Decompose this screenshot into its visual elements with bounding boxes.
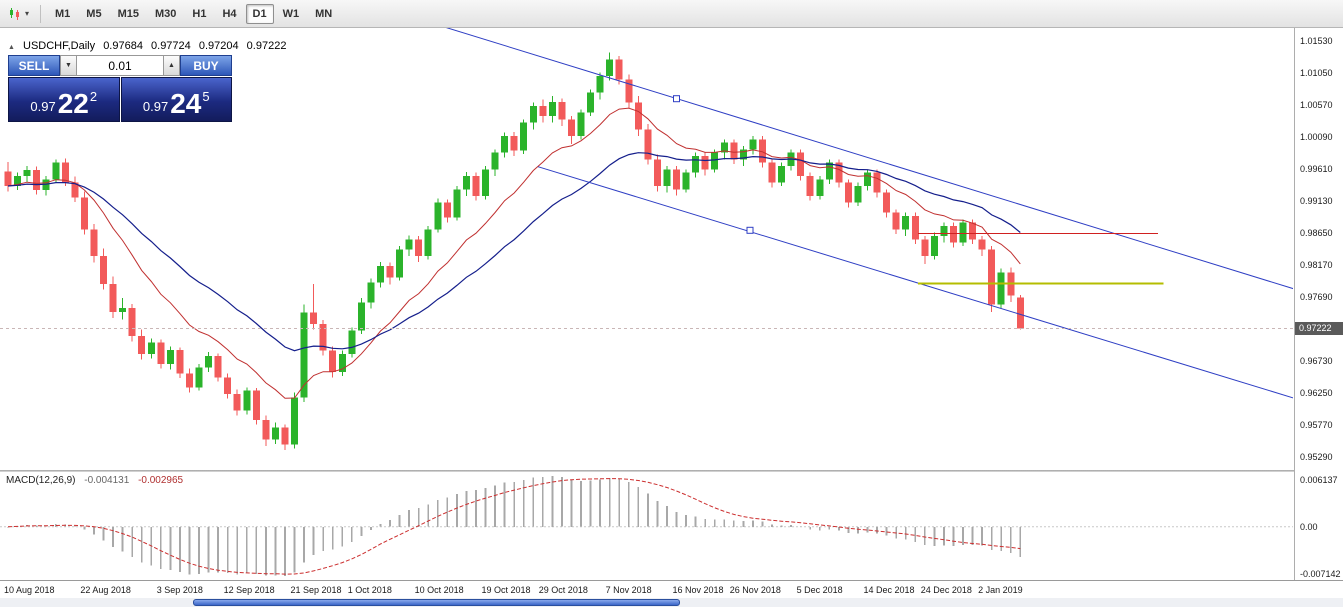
timeframe-button-m1[interactable]: M1 bbox=[55, 7, 71, 20]
timeframe-button-h4[interactable]: H4 bbox=[222, 7, 237, 20]
main-price-chart[interactable] bbox=[0, 28, 1293, 470]
price-axis-label: 0.98170 bbox=[1300, 260, 1333, 271]
macd-indicator-name: MACD(12,26,9) bbox=[6, 475, 76, 486]
price-axis-label: 0.96730 bbox=[1300, 356, 1333, 367]
timeframe-button-m15[interactable]: M15 bbox=[117, 7, 139, 20]
price-axis-label: 0.98650 bbox=[1300, 228, 1333, 239]
price-axis-label: 1.01530 bbox=[1300, 36, 1333, 47]
scrollbar-thumb[interactable] bbox=[193, 599, 680, 606]
horizontal-scrollbar[interactable] bbox=[0, 598, 1343, 607]
time-axis-label: 14 Dec 2018 bbox=[863, 585, 915, 595]
macd-axis-zero: 0.00 bbox=[1300, 521, 1318, 532]
macd-axis-top: 0.006137 bbox=[1300, 475, 1338, 485]
trade-panel-collapse-icon[interactable]: ▲ bbox=[8, 44, 15, 51]
macd-main-value: -0.004131 bbox=[84, 475, 130, 486]
price-axis-label: 1.01050 bbox=[1300, 68, 1333, 79]
buy-price-prefix: 0.97 bbox=[142, 99, 169, 114]
sell-price-prefix: 0.97 bbox=[30, 99, 56, 114]
price-axis-label: 0.95290 bbox=[1300, 452, 1333, 463]
time-axis-label: 19 Oct 2018 bbox=[481, 585, 531, 595]
price-axis[interactable]: 0.97222 0.006137 0.00 -0.007142 1.01530 1… bbox=[1294, 28, 1343, 580]
time-axis-label: 10 Aug 2018 bbox=[4, 585, 55, 595]
time-axis-label: 16 Nov 2018 bbox=[672, 585, 724, 595]
macd-signal-value: -0.002965 bbox=[138, 475, 184, 486]
time-axis-label: 21 Sep 2018 bbox=[290, 585, 342, 595]
trade-panel-prices: 0.97 22 2 0.97 24 5 bbox=[8, 77, 232, 122]
chart-area[interactable]: ▲ USDCHF,Daily 0.97684 0.97724 0.97204 0… bbox=[0, 28, 1343, 607]
price-axis-label: 1.00090 bbox=[1300, 132, 1333, 143]
price-axis-label: 0.97690 bbox=[1300, 292, 1333, 303]
time-axis-label: 5 Dec 2018 bbox=[796, 585, 843, 595]
sell-button[interactable]: SELL bbox=[8, 55, 60, 76]
timeframe-button-mn[interactable]: MN bbox=[315, 7, 333, 20]
pane-resize-divider[interactable] bbox=[0, 470, 1343, 472]
time-axis-label: 2 Jan 2019 bbox=[978, 585, 1023, 595]
buy-price-pips: 24 bbox=[170, 88, 202, 120]
time-axis-label: 7 Nov 2018 bbox=[605, 585, 652, 595]
chart-ohlc-header: ▲ USDCHF,Daily 0.97684 0.97724 0.97204 0… bbox=[8, 40, 291, 52]
time-axis-label: 26 Nov 2018 bbox=[729, 585, 781, 595]
time-axis[interactable]: 10 Aug 2018 22 Aug 2018 3 Sep 2018 12 Sep 2… bbox=[0, 580, 1343, 598]
price-axis-label: 0.95770 bbox=[1300, 420, 1333, 431]
symbol-label: USDCHF,Daily bbox=[23, 40, 96, 52]
time-axis-label: 12 Sep 2018 bbox=[223, 585, 275, 595]
one-click-trade-panel: SELL ▼ ▲ BUY 0.97 22 2 0.97 24 5 bbox=[8, 55, 232, 122]
macd-axis-bottom: -0.007142 bbox=[1300, 569, 1341, 579]
low-value: 0.97204 bbox=[198, 40, 239, 52]
volume-decrease-button[interactable]: ▼ bbox=[60, 55, 77, 76]
price-axis-label: 0.99610 bbox=[1300, 164, 1333, 175]
time-axis-label: 29 Oct 2018 bbox=[538, 585, 588, 595]
toolbar: ▾ M1 M5 M15 M30 H1 H4 D1 W1 MN bbox=[0, 0, 1343, 28]
time-axis-label: 10 Oct 2018 bbox=[414, 585, 464, 595]
current-price-badge: 0.97222 bbox=[1295, 322, 1343, 336]
volume-input[interactable] bbox=[77, 55, 163, 76]
buy-button[interactable]: BUY bbox=[180, 55, 232, 76]
timeframe-button-w1[interactable]: W1 bbox=[282, 7, 300, 20]
sell-price-display[interactable]: 0.97 22 2 bbox=[8, 77, 120, 122]
time-axis-label: 24 Dec 2018 bbox=[920, 585, 972, 595]
price-axis-label: 1.00570 bbox=[1300, 100, 1333, 111]
timeframe-button-m30[interactable]: M30 bbox=[154, 7, 177, 20]
buy-price-point: 5 bbox=[202, 89, 210, 104]
candlestick-chart-icon bbox=[10, 7, 19, 20]
price-axis-label: 0.99130 bbox=[1300, 196, 1333, 207]
chart-type-button[interactable]: ▾ bbox=[5, 5, 32, 23]
sell-price-point: 2 bbox=[89, 89, 98, 104]
time-axis-label: 22 Aug 2018 bbox=[80, 585, 131, 595]
chevron-down-icon: ▾ bbox=[25, 9, 30, 18]
toolbar-separator bbox=[40, 4, 42, 23]
sell-price-pips: 22 bbox=[57, 88, 89, 120]
open-value: 0.97684 bbox=[103, 40, 143, 52]
macd-label-row: MACD(12,26,9) -0.004131 -0.002965 bbox=[6, 475, 189, 486]
volume-increase-button[interactable]: ▲ bbox=[163, 55, 180, 76]
timeframe-button-d1[interactable]: D1 bbox=[245, 3, 274, 24]
trade-panel-controls: SELL ▼ ▲ BUY bbox=[8, 55, 232, 76]
macd-indicator-pane[interactable] bbox=[0, 472, 1293, 580]
high-value: 0.97724 bbox=[151, 40, 191, 52]
buy-price-display[interactable]: 0.97 24 5 bbox=[120, 77, 232, 122]
timeframe-button-h1[interactable]: H1 bbox=[192, 7, 207, 20]
close-value: 0.97222 bbox=[246, 40, 287, 52]
time-axis-label: 1 Oct 2018 bbox=[347, 585, 392, 595]
timeframe-button-m5[interactable]: M5 bbox=[86, 7, 102, 20]
timeframe-buttons: M1 M5 M15 M30 H1 H4 D1 W1 MN bbox=[47, 0, 340, 27]
time-axis-label: 3 Sep 2018 bbox=[156, 585, 203, 595]
price-axis-label: 0.96250 bbox=[1300, 388, 1333, 399]
